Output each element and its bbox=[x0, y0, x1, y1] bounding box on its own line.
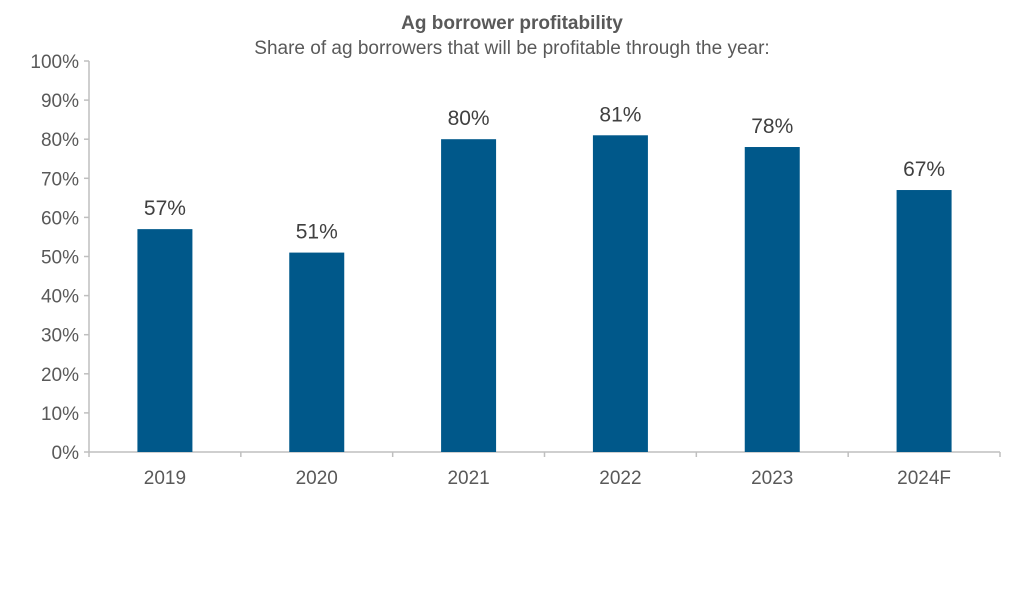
bar-2021 bbox=[441, 139, 497, 452]
bar-2022 bbox=[592, 135, 648, 453]
x-tick-label: 2021 bbox=[447, 468, 489, 489]
x-tick-label: 2019 bbox=[144, 468, 186, 489]
bar-2023 bbox=[744, 147, 800, 452]
chart-title: Ag borrower profitability bbox=[401, 13, 623, 34]
data-label: 80% bbox=[448, 107, 490, 130]
y-tick-label: 10% bbox=[41, 404, 79, 425]
chart-subtitle: Share of ag borrowers that will be profi… bbox=[254, 38, 769, 59]
bars: 57% 51% 80% 81% 78% 67% bbox=[137, 103, 952, 453]
y-tick-label: 50% bbox=[41, 248, 79, 269]
data-label: 78% bbox=[751, 115, 793, 138]
data-label: 57% bbox=[144, 197, 186, 220]
data-label: 81% bbox=[599, 103, 641, 126]
y-tick-label: 60% bbox=[41, 208, 79, 229]
y-tick-label: 100% bbox=[30, 52, 79, 73]
y-axis: 0% 10% 20% 30% 40% 50% 60% 70% 80% 90% 100% bbox=[30, 52, 90, 464]
y-tick-label: 80% bbox=[41, 130, 79, 151]
bar-2019 bbox=[137, 229, 193, 452]
x-axis: 2019 2020 2021 2022 2023 2024F bbox=[88, 451, 1001, 489]
y-tick-label: 30% bbox=[41, 326, 79, 347]
y-tick-label: 90% bbox=[41, 91, 79, 112]
bar-2020 bbox=[289, 252, 345, 452]
x-tick-label: 2020 bbox=[296, 468, 338, 489]
y-tick-label: 20% bbox=[41, 365, 79, 386]
x-tick-label: 2024F bbox=[897, 468, 951, 489]
y-tick-label: 0% bbox=[52, 443, 80, 464]
x-tick-label: 2022 bbox=[599, 468, 641, 489]
y-tick-label: 40% bbox=[41, 287, 79, 308]
data-label: 67% bbox=[903, 158, 945, 181]
data-label: 51% bbox=[296, 221, 338, 244]
y-tick-label: 70% bbox=[41, 169, 79, 190]
x-tick-label: 2023 bbox=[751, 468, 793, 489]
bar-2024F bbox=[896, 190, 952, 452]
